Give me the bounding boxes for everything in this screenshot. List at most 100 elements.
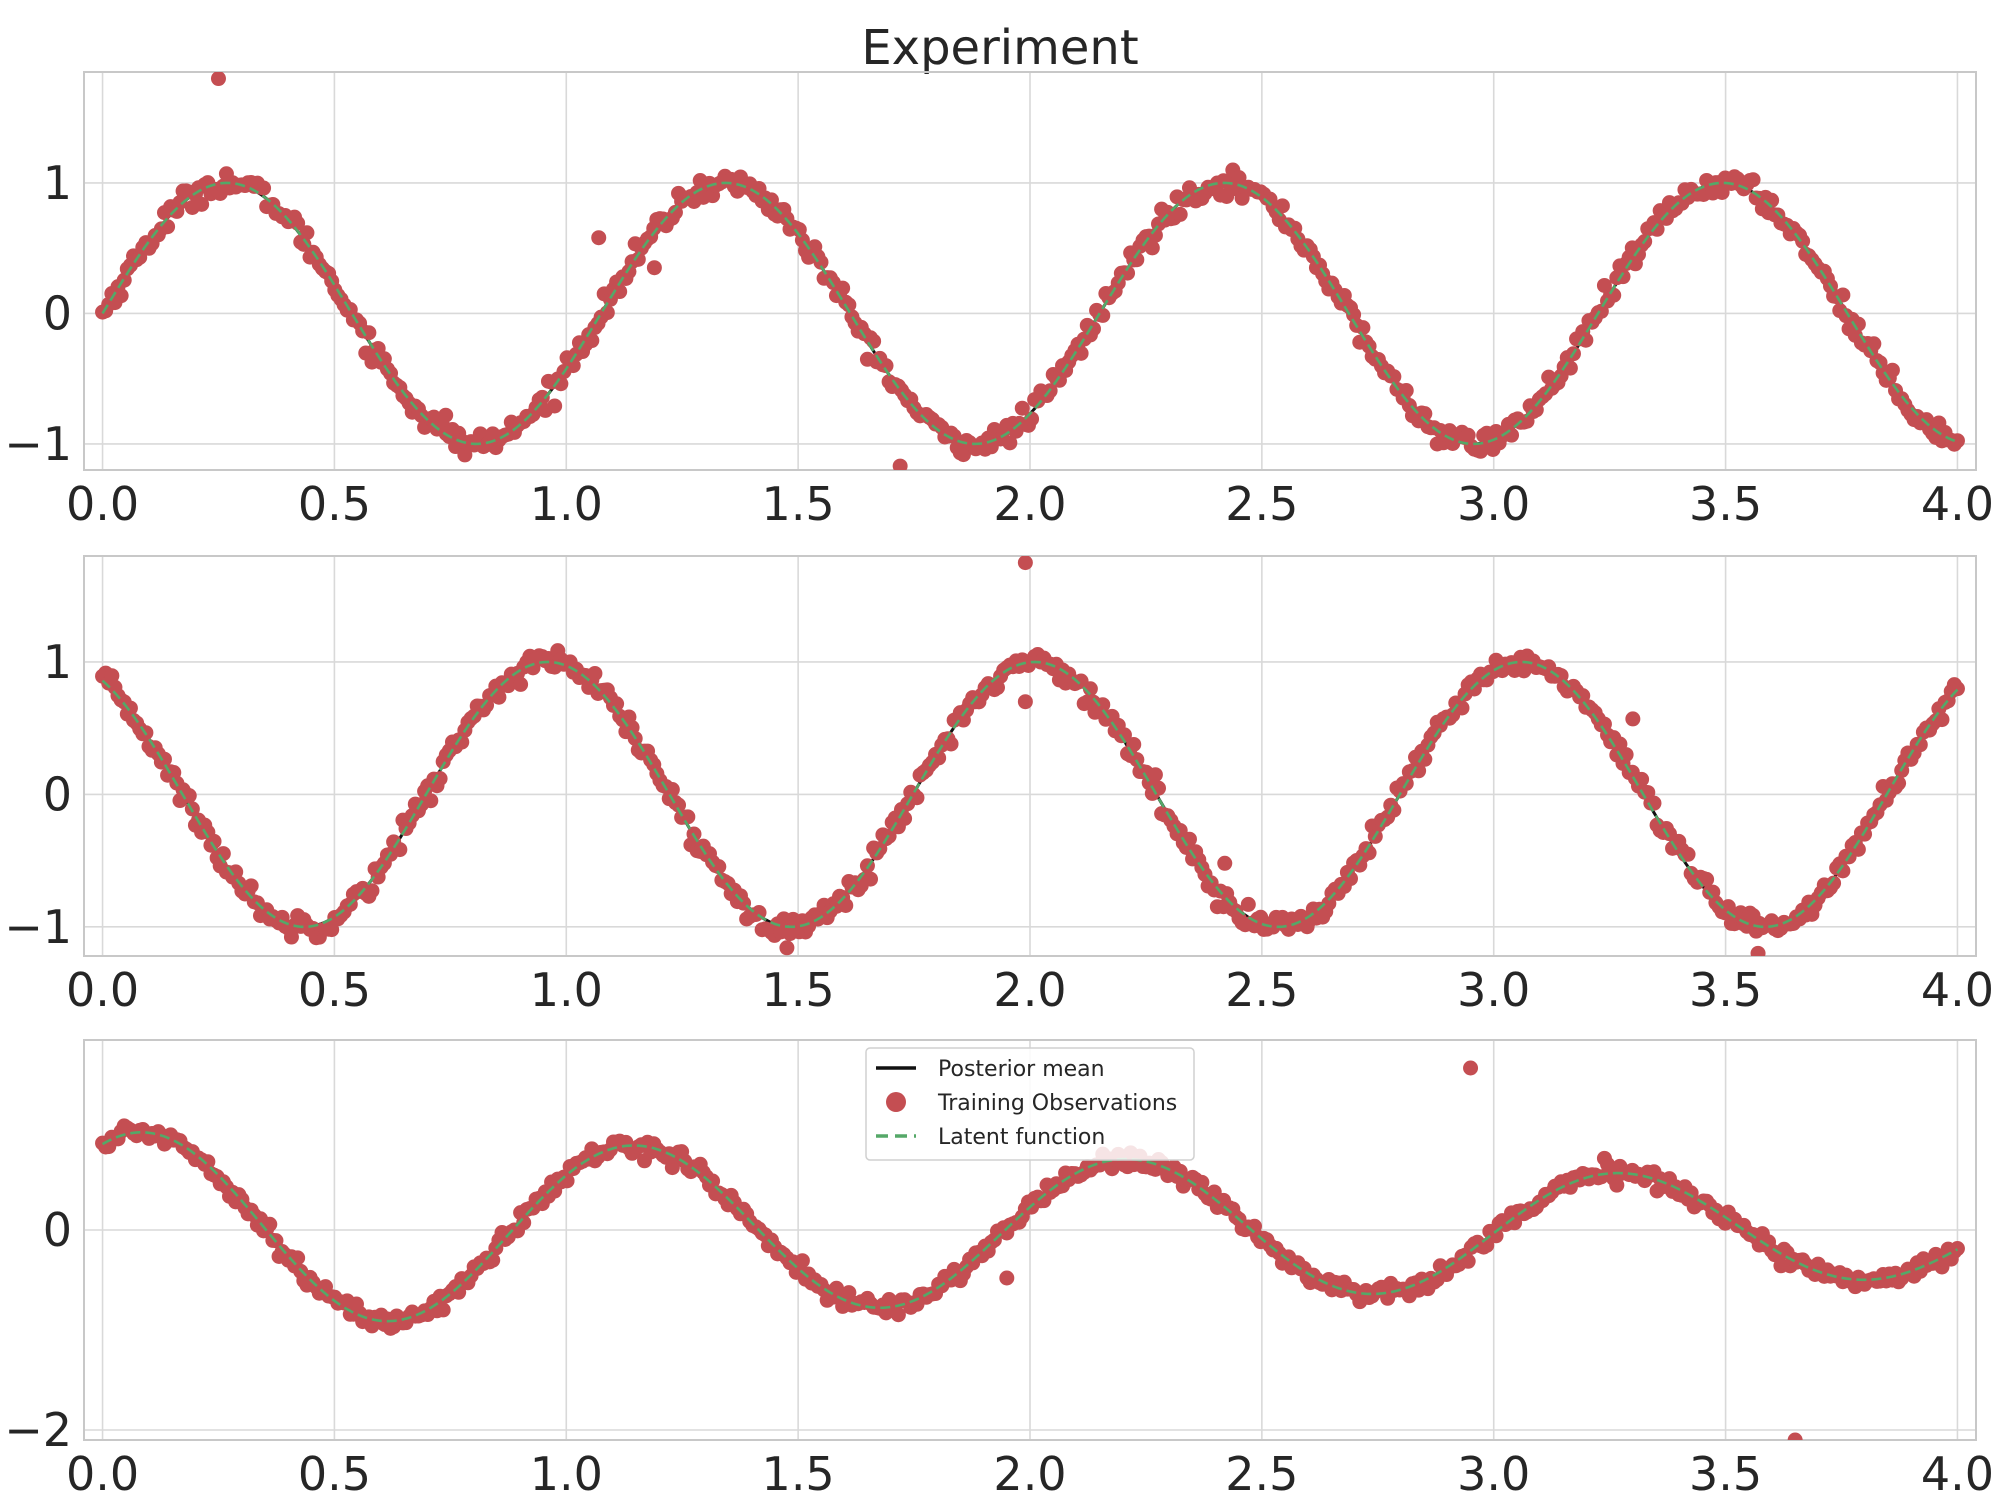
observation-point <box>1460 1253 1476 1269</box>
observation-point <box>1274 198 1290 214</box>
observation-point <box>931 750 947 766</box>
x-tick-label: 2.0 <box>993 963 1066 1017</box>
x-tick-label: 0.0 <box>66 963 139 1017</box>
observation-point <box>1002 435 1018 451</box>
chart-title: Experiment <box>861 20 1138 76</box>
observation-point <box>599 305 615 321</box>
x-tick-label: 2.5 <box>1225 963 1298 1017</box>
observation-point <box>646 260 662 276</box>
y-tick-label: 0 <box>43 286 72 340</box>
x-tick-label: 0.0 <box>66 1447 139 1500</box>
observation-point <box>892 458 908 470</box>
observation-point <box>794 1253 810 1269</box>
observation-point <box>1014 400 1030 416</box>
latent-function-line <box>101 1131 1959 1323</box>
observation-point <box>290 1250 306 1266</box>
observation-point <box>206 833 222 849</box>
y-tick-label: −2 <box>4 1403 72 1457</box>
observation-point <box>435 1302 451 1318</box>
observation-point <box>1575 688 1591 704</box>
x-tick-label: 3.5 <box>1689 477 1762 531</box>
observation-point <box>1866 336 1882 352</box>
observation-point <box>1398 383 1414 399</box>
observation-point <box>1615 269 1631 285</box>
observation-point <box>1750 945 1766 956</box>
y-tick-label: −1 <box>4 900 72 954</box>
observation-point <box>711 859 727 875</box>
observation-point <box>565 358 581 374</box>
observation-point <box>1680 846 1696 862</box>
x-tick-label: 1.5 <box>762 477 835 531</box>
plot-area <box>95 1060 1965 1440</box>
observation-point <box>1116 727 1132 743</box>
subplot-3: 0.0 0.5 1.0 1.5 2.0 2.5 3.0 3.5 4.0 −2 0 <box>4 1039 1994 1500</box>
legend-label: Posterior mean <box>938 1057 1105 1082</box>
observation-point <box>228 864 244 880</box>
observation-point <box>664 782 680 798</box>
observation-point <box>1949 1241 1965 1257</box>
observation-point <box>841 1285 857 1301</box>
x-tick-label: 3.5 <box>1689 1447 1762 1500</box>
y-tick-label: 1 <box>43 156 72 210</box>
observation-point <box>1720 899 1736 915</box>
observation-point <box>866 333 882 349</box>
observation-point <box>1488 1228 1504 1244</box>
observation-point <box>705 1173 721 1189</box>
observation-point <box>1609 1177 1625 1193</box>
observation-point <box>591 230 607 246</box>
observation-point <box>423 793 439 809</box>
observation-point <box>1934 712 1950 728</box>
observation-point <box>1835 287 1851 303</box>
x-tick-label: 2.5 <box>1225 1447 1298 1500</box>
x-tick-label: 1.5 <box>762 1447 835 1500</box>
observation-point <box>989 680 1005 696</box>
observation-point <box>1649 221 1665 237</box>
observation-point <box>1386 802 1402 818</box>
y-tick-label: −1 <box>4 417 72 471</box>
y-tick-label: 0 <box>43 767 72 821</box>
observation-point <box>210 72 226 87</box>
observation-point <box>454 734 470 750</box>
observation-point <box>890 1307 906 1323</box>
observation-point <box>1120 265 1136 281</box>
observation-point <box>1386 369 1402 385</box>
observation-point <box>909 790 925 806</box>
observation-point <box>1144 240 1160 256</box>
observation-point <box>763 192 779 208</box>
observation-point <box>680 809 696 825</box>
x-tick-label: 3.0 <box>1457 477 1530 531</box>
y-tick-label: 1 <box>43 635 72 689</box>
x-tick-label: 4.0 <box>1921 1447 1994 1500</box>
plot-area <box>95 556 1965 956</box>
observation-point <box>160 219 176 235</box>
observation-point <box>1095 307 1111 323</box>
observation-point <box>751 905 767 920</box>
axes-frame <box>83 71 1977 471</box>
observation-point <box>1147 227 1163 243</box>
observation-point <box>999 1270 1015 1286</box>
x-tick-label: 0.0 <box>66 477 139 531</box>
subplot-2: 0.0 0.5 1.0 1.5 2.0 2.5 3.0 3.5 4.0 −1 0 1 <box>4 555 1994 1017</box>
x-tick-label: 1.0 <box>530 477 603 531</box>
observation-point <box>1240 896 1256 912</box>
observation-point <box>1912 737 1928 753</box>
observation-point <box>955 447 971 463</box>
legend-box <box>865 1047 1195 1161</box>
x-tick-label: 3.5 <box>1689 963 1762 1017</box>
observation-point <box>1745 172 1761 188</box>
x-tick-label: 4.0 <box>1921 477 1994 531</box>
observation-point <box>835 280 851 296</box>
observation-point <box>1129 252 1145 268</box>
observation-point <box>491 689 507 705</box>
observation-point <box>1417 751 1433 767</box>
observation-point <box>1454 700 1470 716</box>
observation-point <box>1355 320 1371 336</box>
legend-label: Training Observations <box>937 1091 1177 1116</box>
observation-point <box>1463 1060 1479 1076</box>
observation-point <box>897 811 913 826</box>
observation-point <box>779 940 795 956</box>
y-tick-label: 0 <box>43 1203 72 1257</box>
observation-point <box>283 929 299 945</box>
observation-point <box>534 389 550 405</box>
